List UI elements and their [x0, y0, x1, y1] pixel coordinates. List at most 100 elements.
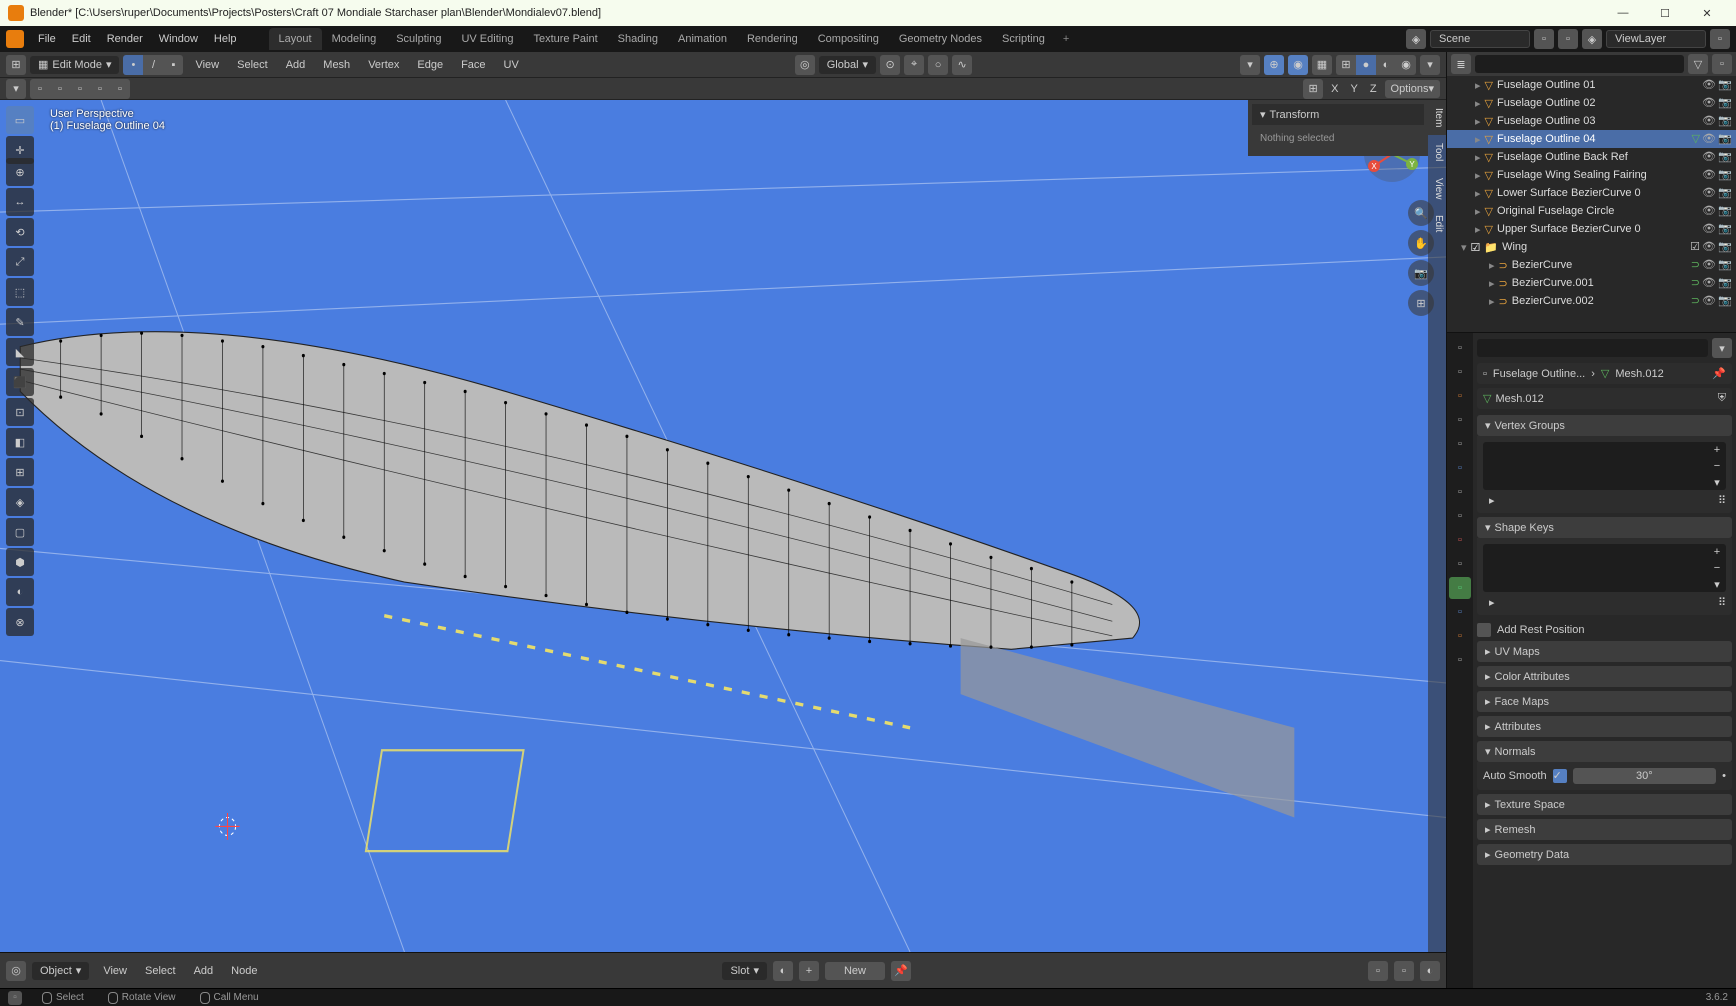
props-tab-8[interactable]: ▫: [1449, 529, 1471, 551]
outliner-item[interactable]: ▸ ▽ Original Fuselage Circle👁📷: [1447, 202, 1736, 220]
wireframe-shading-button[interactable]: ⊞: [1336, 55, 1356, 75]
props-tab-4[interactable]: ▫: [1449, 433, 1471, 455]
props-tab-5[interactable]: ▫: [1449, 457, 1471, 479]
maximize-button[interactable]: ☐: [1644, 0, 1686, 26]
viewlayer-icon[interactable]: ◈: [1582, 29, 1602, 49]
props-tab-0[interactable]: ▫: [1449, 337, 1471, 359]
add-workspace-button[interactable]: +: [1057, 33, 1075, 45]
orientation-select[interactable]: Global ▾: [819, 56, 876, 74]
tool-button-13[interactable]: ⬢: [6, 548, 34, 576]
outliner-item[interactable]: ▸ ⊃ BezierCurve.002⊃👁📷: [1447, 292, 1736, 310]
tool-button-4[interactable]: ⬚: [6, 278, 34, 306]
slot-select[interactable]: Slot ▾: [722, 962, 767, 980]
props-tab-12[interactable]: ▫: [1449, 625, 1471, 647]
edge-select-button[interactable]: /: [143, 55, 163, 75]
show-gizmo-icon[interactable]: ⊕: [1264, 55, 1284, 75]
vertex-groups-list[interactable]: +−▾: [1483, 442, 1726, 490]
vertex-groups-header[interactable]: ▾ Vertex Groups: [1477, 415, 1732, 436]
snap-icon[interactable]: ◎: [795, 55, 815, 75]
remesh-header[interactable]: ▸ Remesh: [1477, 819, 1732, 840]
side-tab-view[interactable]: View: [1428, 170, 1446, 208]
show-overlays-icon[interactable]: ◉: [1288, 55, 1308, 75]
outliner-type-icon[interactable]: ≣: [1451, 54, 1471, 74]
axis-y[interactable]: Y: [1346, 81, 1361, 97]
sk-add-button[interactable]: +: [1708, 544, 1726, 560]
tool-button-1[interactable]: ↔: [6, 188, 34, 216]
outliner-item[interactable]: ▸ ▽ Lower Surface BezierCurve 0👁📷: [1447, 184, 1736, 202]
properties-options-icon[interactable]: ▾: [1712, 338, 1732, 358]
vg-remove-button[interactable]: −: [1708, 458, 1726, 474]
workspace-tab-scripting[interactable]: Scripting: [992, 28, 1055, 50]
material-shading-button[interactable]: ◐: [1376, 55, 1396, 75]
tool-button-15[interactable]: ⊗: [6, 608, 34, 636]
options-dropdown[interactable]: Options ▾: [1385, 80, 1440, 98]
pivot-icon[interactable]: ⊙: [880, 55, 900, 75]
mode-select[interactable]: ▦ Edit Mode ▾: [30, 56, 119, 74]
minimize-button[interactable]: —: [1602, 0, 1644, 26]
props-tab-10[interactable]: ▫: [1449, 577, 1471, 599]
geometry-data-header[interactable]: ▸ Geometry Data: [1477, 844, 1732, 865]
tool-button-2[interactable]: ⟲: [6, 218, 34, 246]
tool-button-5[interactable]: ✎: [6, 308, 34, 336]
vp-menu-vertex[interactable]: Vertex: [360, 55, 407, 75]
uv-maps-header[interactable]: ▸ UV Maps: [1477, 641, 1732, 662]
smooth-angle-field[interactable]: 30°: [1573, 768, 1717, 784]
node-editor-icon[interactable]: ◎: [6, 961, 26, 981]
workspace-tab-modeling[interactable]: Modeling: [322, 28, 387, 50]
viewlayer-new-button[interactable]: ▫: [1710, 29, 1730, 49]
workspace-tab-compositing[interactable]: Compositing: [808, 28, 889, 50]
vp-menu-uv[interactable]: UV: [496, 55, 527, 75]
tool-button-8[interactable]: ⊡: [6, 398, 34, 426]
statusbar-icon[interactable]: ▫: [8, 991, 22, 1005]
vp-menu-edge[interactable]: Edge: [409, 55, 451, 75]
outliner-new-collection-icon[interactable]: ▫: [1712, 54, 1732, 74]
menu-edit[interactable]: Edit: [64, 29, 99, 49]
scene-field[interactable]: Scene: [1430, 30, 1530, 48]
vg-add-button[interactable]: +: [1708, 442, 1726, 458]
props-tab-2[interactable]: ▫: [1449, 385, 1471, 407]
slot-add-icon[interactable]: +: [799, 961, 819, 981]
props-tab-11[interactable]: ▫: [1449, 601, 1471, 623]
workspace-tab-sculpting[interactable]: Sculpting: [386, 28, 451, 50]
shading-options-icon[interactable]: ▾: [1420, 55, 1440, 75]
menu-render[interactable]: Render: [99, 29, 151, 49]
sel4[interactable]: ▫: [90, 79, 110, 99]
workspace-tab-animation[interactable]: Animation: [668, 28, 737, 50]
outliner-item[interactable]: ▸ ▽ Fuselage Outline 01👁📷: [1447, 76, 1736, 94]
outliner-collection-wing[interactable]: ▾ ☑ 📁 Wing☑👁📷: [1447, 238, 1736, 256]
proportional-icon[interactable]: ○: [928, 55, 948, 75]
new-material-button[interactable]: New: [825, 962, 885, 980]
face-select-button[interactable]: ▪: [163, 55, 183, 75]
attributes-header[interactable]: ▸ Attributes: [1477, 716, 1732, 737]
tool-select-box[interactable]: ▭: [6, 106, 34, 134]
outliner-search[interactable]: [1475, 55, 1684, 73]
proportional-falloff-icon[interactable]: ∿: [952, 55, 972, 75]
outliner-item[interactable]: ▸ ▽ Upper Surface BezierCurve 0👁📷: [1447, 220, 1736, 238]
sel1[interactable]: ▫: [30, 79, 50, 99]
axis-x[interactable]: X: [1327, 81, 1342, 97]
mesh-display-icon[interactable]: ▾: [1240, 55, 1260, 75]
axis-lock-icon[interactable]: ⊞: [1303, 79, 1323, 99]
menu-window[interactable]: Window: [151, 29, 206, 49]
workspace-tab-geometry-nodes[interactable]: Geometry Nodes: [889, 28, 992, 50]
properties-search[interactable]: [1477, 339, 1708, 357]
rendered-shading-button[interactable]: ◉: [1396, 55, 1416, 75]
props-tab-6[interactable]: ▫: [1449, 481, 1471, 503]
vg-menu-button[interactable]: ▾: [1708, 474, 1726, 490]
outliner-item[interactable]: ▸ ▽ Fuselage Outline 04▽👁📷: [1447, 130, 1736, 148]
node-shading2-icon[interactable]: ◐: [1420, 961, 1440, 981]
side-tab-item[interactable]: Item: [1428, 100, 1446, 135]
menu-file[interactable]: File: [30, 29, 64, 49]
sel2[interactable]: ▫: [50, 79, 70, 99]
pin-icon[interactable]: 📌: [891, 961, 911, 981]
viewlayer-field[interactable]: ViewLayer: [1606, 30, 1706, 48]
vertex-select-button[interactable]: •: [123, 55, 143, 75]
vp-menu-face[interactable]: Face: [453, 55, 493, 75]
workspace-tab-layout[interactable]: Layout: [269, 28, 322, 50]
shape-keys-list[interactable]: +−▾: [1483, 544, 1726, 592]
node-menu-node[interactable]: Node: [223, 961, 265, 981]
outliner-item[interactable]: ▸ ▽ Fuselage Outline 02👁📷: [1447, 94, 1736, 112]
texture-space-header[interactable]: ▸ Texture Space: [1477, 794, 1732, 815]
viewport-3d[interactable]: User Perspective (1) Fuselage Outline 04…: [0, 100, 1446, 952]
props-tab-13[interactable]: ▫: [1449, 649, 1471, 671]
